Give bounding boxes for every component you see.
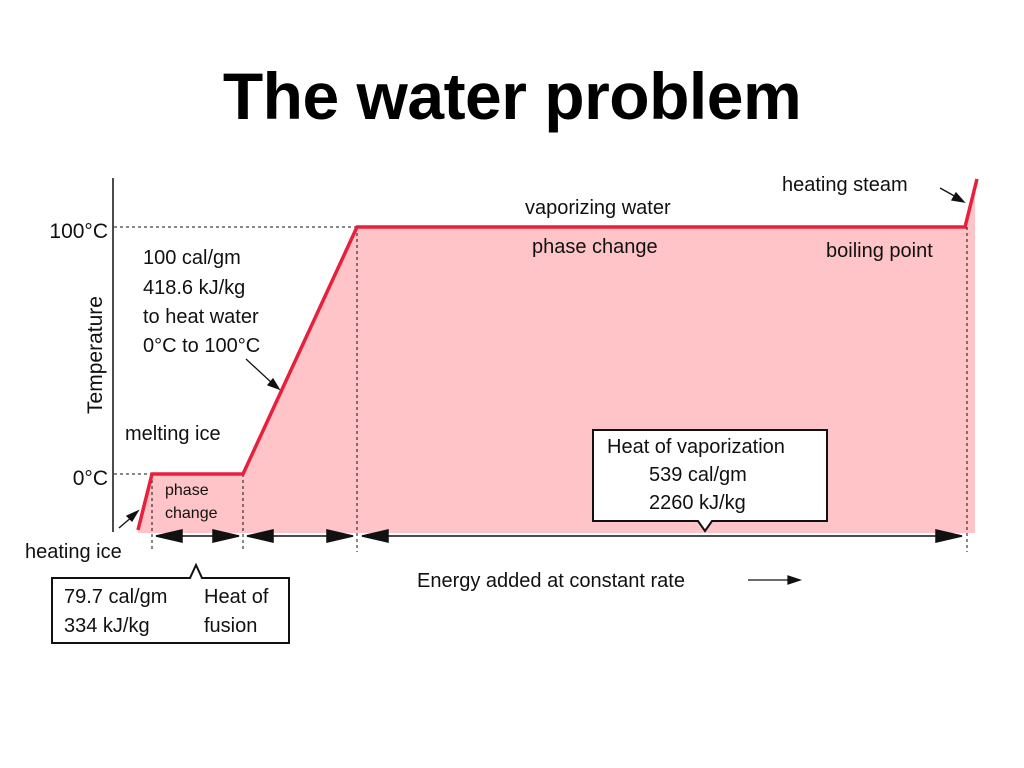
fusion-col1-line-1: 79.7 cal/gm bbox=[64, 586, 167, 608]
fusion-col2-line-2: fusion bbox=[204, 615, 257, 637]
phase-change-ice-line-2: change bbox=[165, 505, 218, 522]
fusion-col1: 79.7 cal/gm 334 kJ/kg bbox=[64, 586, 173, 637]
heat-water-line-4: 0°C to 100°C bbox=[143, 335, 260, 357]
label-heating-ice: heating ice bbox=[25, 541, 122, 563]
fusion-col2-line-1: Heat of bbox=[204, 586, 269, 608]
y-axis-label: Temperature bbox=[84, 296, 107, 414]
arrow-heat-water-head bbox=[266, 377, 281, 391]
span-heat-water-right-head bbox=[326, 529, 354, 543]
span-fusion-right-head bbox=[212, 529, 240, 543]
label-boiling-point: boiling point bbox=[826, 240, 933, 262]
label-melting-ice: melting ice bbox=[125, 423, 221, 445]
fusion-col1-line-2: 334 kJ/kg bbox=[64, 615, 150, 637]
arrow-energy-head bbox=[787, 575, 803, 585]
label-phase-change-ice: phase change bbox=[165, 482, 218, 522]
vaporization-line-2: 539 cal/gm bbox=[649, 464, 747, 486]
arrow-heat-water-line bbox=[245, 358, 274, 385]
span-vaporization-right-head bbox=[935, 529, 963, 543]
heat-water-line-2: 418.6 kJ/kg bbox=[143, 277, 245, 299]
label-heat-water: 100 cal/gm 418.6 kJ/kg to heat water 0°C… bbox=[143, 247, 264, 357]
label-vaporizing-water: vaporizing water bbox=[525, 197, 671, 219]
arrow-heating-steam-head bbox=[950, 191, 966, 203]
heating-curve bbox=[136, 178, 979, 531]
label-phase-change-water: phase change bbox=[532, 236, 658, 258]
energy-span-arrows bbox=[155, 529, 963, 543]
span-fusion-left-head bbox=[155, 529, 183, 543]
tick-100c: 100°C bbox=[49, 220, 108, 243]
area-under-curve bbox=[138, 179, 975, 533]
vaporization-text: Heat of vaporization 539 cal/gm 2260 kJ/… bbox=[607, 436, 790, 514]
guide-lines bbox=[114, 226, 968, 552]
heat-water-line-3: to heat water bbox=[143, 306, 259, 328]
fusion-callout-box bbox=[51, 562, 290, 644]
label-heating-steam: heating steam bbox=[782, 174, 908, 196]
pointer-arrows bbox=[118, 187, 966, 585]
span-heat-water-left-head bbox=[246, 529, 274, 543]
span-vaporization-left-head bbox=[361, 529, 389, 543]
fusion-col2: Heat of fusion bbox=[204, 586, 274, 637]
vaporization-line-3: 2260 kJ/kg bbox=[649, 492, 746, 514]
arrow-heating-ice-head bbox=[125, 509, 140, 523]
heat-water-line-1: 100 cal/gm bbox=[143, 247, 241, 269]
phase-change-ice-line-1: phase bbox=[165, 482, 209, 499]
vaporization-callout-box bbox=[592, 429, 828, 533]
label-energy-axis: Energy added at constant rate bbox=[417, 570, 685, 592]
vaporization-line-1: Heat of vaporization bbox=[607, 436, 785, 458]
slide-title: The water problem bbox=[222, 59, 802, 133]
tick-0c: 0°C bbox=[73, 467, 108, 490]
